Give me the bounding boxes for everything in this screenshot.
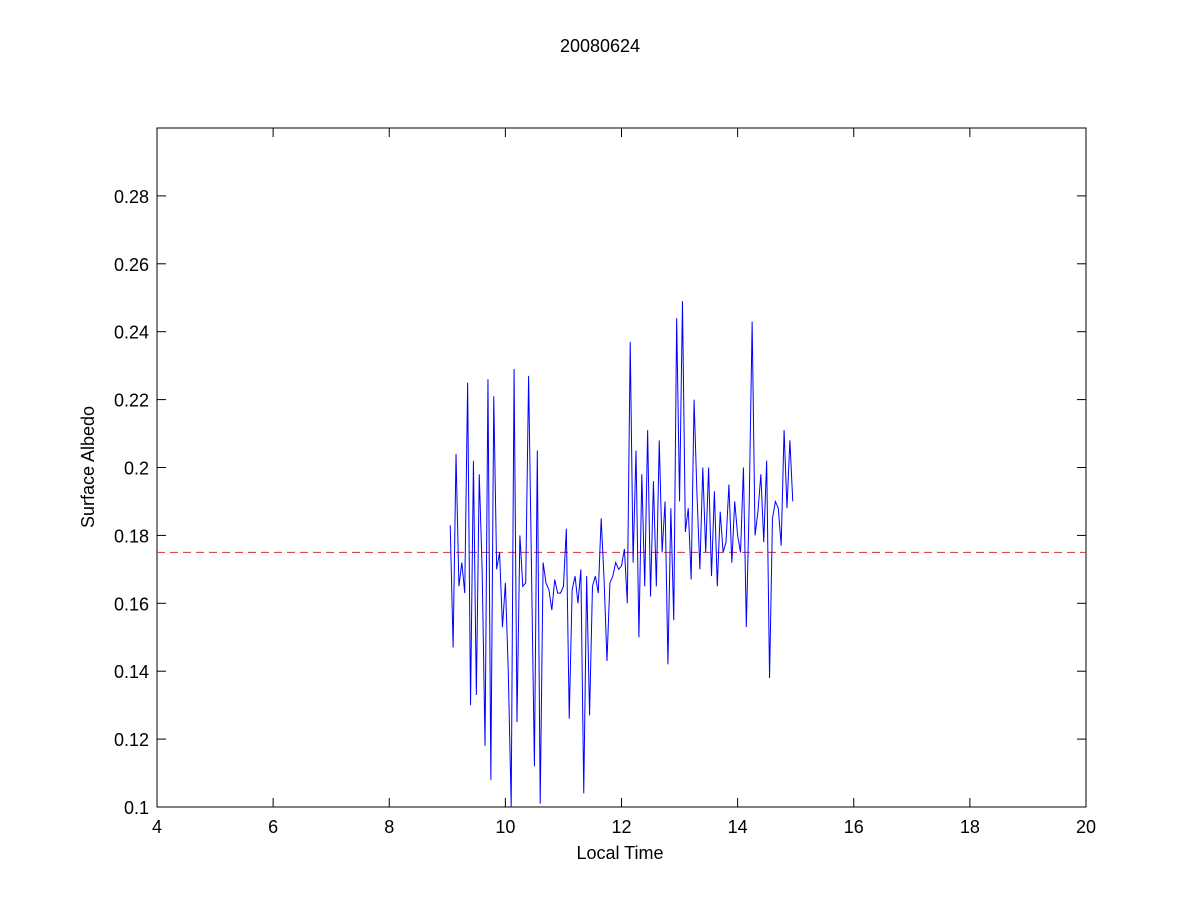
x-tick-label: 10: [495, 817, 515, 837]
plot-area: [156, 127, 1087, 808]
y-tick-label: 0.14: [114, 662, 149, 682]
y-tick-label: 0.22: [114, 391, 149, 411]
y-tick-label: 0.24: [114, 323, 149, 343]
x-tick-label: 6: [268, 817, 278, 837]
y-tick-label: 0.16: [114, 594, 149, 614]
y-tick-label: 0.18: [114, 526, 149, 546]
y-tick-label: 0.26: [114, 255, 149, 275]
x-tick-label: 16: [844, 817, 864, 837]
y-tick-label: 0.2: [124, 459, 149, 479]
x-tick-label: 20: [1076, 817, 1096, 837]
x-tick-label: 14: [728, 817, 748, 837]
y-tick-label: 0.28: [114, 187, 149, 207]
x-tick-label: 4: [152, 817, 162, 837]
chart-title: 20080624: [560, 36, 640, 56]
x-tick-label: 18: [960, 817, 980, 837]
y-tick-label: 0.1: [124, 798, 149, 818]
data-line: [449, 301, 794, 807]
y-tick-label: 0.12: [114, 730, 149, 750]
x-tick-label: 8: [384, 817, 394, 837]
x-tick-label: 12: [611, 817, 631, 837]
x-axis-label: Local Time: [576, 843, 663, 863]
y-axis-label: Surface Albedo: [78, 406, 98, 528]
